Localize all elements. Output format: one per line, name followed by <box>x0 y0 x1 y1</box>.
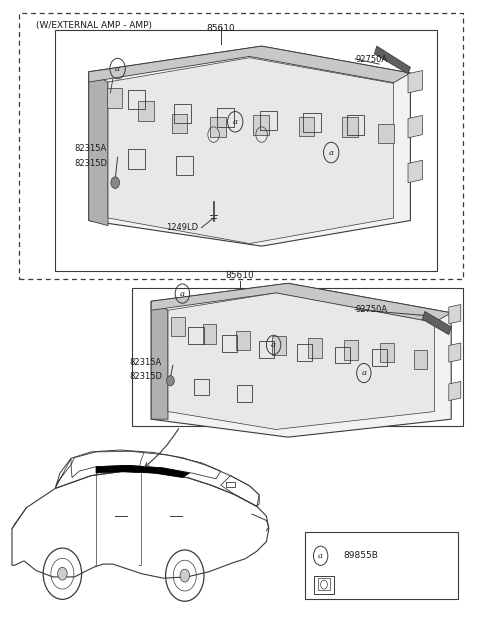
Polygon shape <box>272 336 286 355</box>
Bar <box>194 379 209 395</box>
Polygon shape <box>342 117 358 137</box>
Bar <box>372 349 387 366</box>
Polygon shape <box>168 293 434 429</box>
Bar <box>237 385 252 402</box>
Polygon shape <box>210 117 226 137</box>
Polygon shape <box>203 324 216 344</box>
Text: 92750A: 92750A <box>355 305 387 314</box>
Text: 1249LD: 1249LD <box>166 223 198 232</box>
Polygon shape <box>171 317 185 336</box>
Polygon shape <box>172 114 187 133</box>
Text: 85610: 85610 <box>206 24 235 33</box>
Bar <box>318 578 330 590</box>
Text: 92750A: 92750A <box>355 55 387 64</box>
Bar <box>259 341 274 358</box>
Polygon shape <box>89 46 410 246</box>
Polygon shape <box>138 101 154 121</box>
Polygon shape <box>107 88 122 108</box>
Text: 82315A: 82315A <box>130 358 162 367</box>
Text: 82315D: 82315D <box>130 372 163 381</box>
Circle shape <box>111 177 120 188</box>
Bar <box>222 335 237 352</box>
Polygon shape <box>422 312 451 335</box>
Polygon shape <box>344 340 358 360</box>
Circle shape <box>58 567 67 580</box>
Text: a: a <box>318 552 323 560</box>
Bar <box>176 156 193 175</box>
Circle shape <box>180 569 190 582</box>
Text: a: a <box>233 118 238 126</box>
Text: 89855B: 89855B <box>343 551 378 560</box>
Polygon shape <box>408 160 422 183</box>
Bar <box>128 90 145 109</box>
Bar <box>217 108 234 127</box>
Circle shape <box>167 376 174 386</box>
Bar <box>314 576 334 594</box>
Polygon shape <box>299 117 314 136</box>
Text: a: a <box>271 341 276 349</box>
Polygon shape <box>449 343 461 362</box>
Polygon shape <box>108 58 394 244</box>
Polygon shape <box>151 301 168 419</box>
Polygon shape <box>374 46 410 74</box>
Bar <box>303 113 321 132</box>
Text: 82315D: 82315D <box>74 159 108 168</box>
Bar <box>128 149 145 169</box>
Text: 82315A: 82315A <box>74 144 107 153</box>
Text: a: a <box>361 369 366 377</box>
Bar <box>297 344 312 361</box>
Bar <box>260 111 277 130</box>
Polygon shape <box>96 465 190 478</box>
Bar <box>174 104 191 123</box>
Text: a: a <box>329 149 334 156</box>
Polygon shape <box>253 115 269 135</box>
Polygon shape <box>308 338 322 358</box>
Text: a: a <box>115 65 120 72</box>
Text: (W/EXTERNAL AMP - AMP): (W/EXTERNAL AMP - AMP) <box>36 21 152 29</box>
Polygon shape <box>414 350 427 369</box>
Text: a: a <box>180 290 185 297</box>
Polygon shape <box>236 331 250 350</box>
Polygon shape <box>89 46 410 83</box>
Polygon shape <box>151 283 451 437</box>
Polygon shape <box>380 343 394 362</box>
Polygon shape <box>408 71 422 93</box>
Polygon shape <box>449 304 461 324</box>
Bar <box>335 347 350 363</box>
Polygon shape <box>151 283 451 322</box>
Bar <box>347 115 364 135</box>
Polygon shape <box>378 124 394 143</box>
Bar <box>188 327 204 344</box>
Polygon shape <box>89 72 108 226</box>
Polygon shape <box>408 115 422 138</box>
Polygon shape <box>449 381 461 401</box>
Text: 85610: 85610 <box>226 271 254 280</box>
